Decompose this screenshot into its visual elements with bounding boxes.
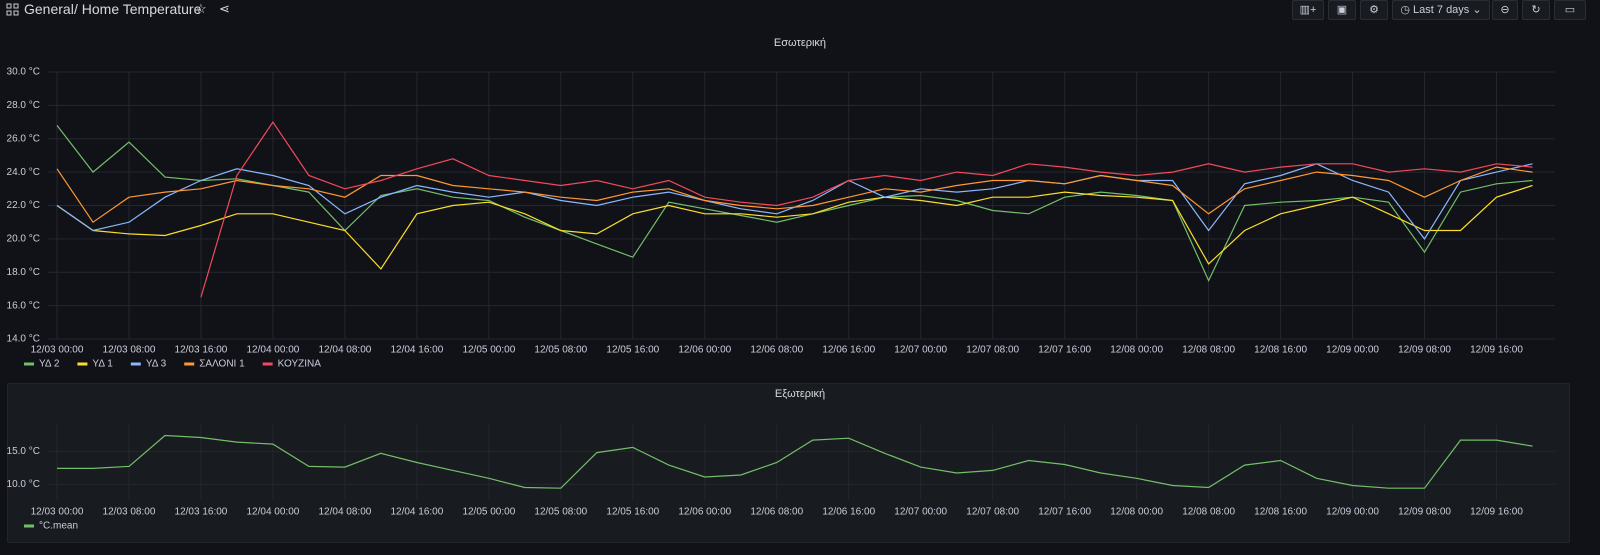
panel-title: Εξωτερική: [775, 388, 825, 400]
y-tick-label: 14.0 °C: [7, 334, 40, 345]
series-line: [56, 184, 1533, 270]
add-panel[interactable]: ▥+: [1292, 0, 1324, 20]
folder-link[interactable]: General: [24, 1, 74, 17]
y-tick-label: 16.0 °C: [7, 300, 40, 311]
y-tick-label: 24.0 °C: [7, 167, 40, 178]
x-tick-label: 12/04 00:00: [247, 345, 300, 356]
x-tick-label: 12/03 08:00: [103, 345, 156, 356]
x-tick-label: 12/08 00:00: [1110, 507, 1163, 518]
y-tick-label: 30.0 °C: [7, 67, 40, 78]
y-tick-label: 10.0 °C: [7, 479, 40, 490]
x-tick-label: 12/06 08:00: [750, 345, 803, 356]
x-tick-label: 12/07 16:00: [1038, 507, 1091, 518]
x-tick-label: 12/06 16:00: [822, 507, 875, 518]
time-picker[interactable]: ◷ Last 7 days ⌄: [1392, 0, 1490, 20]
x-tick-label: 12/06 00:00: [678, 507, 731, 518]
x-tick-label: 12/05 08:00: [534, 507, 587, 518]
legend-label: ΥΔ 2: [39, 359, 60, 370]
x-tick-label: 12/08 08:00: [1182, 507, 1235, 518]
x-tick-label: 12/09 08:00: [1398, 345, 1451, 356]
series-line: [56, 166, 1533, 224]
panel-title: Εσωτερική: [774, 37, 826, 49]
y-tick-label: 26.0 °C: [7, 133, 40, 144]
x-tick-label: 12/06 00:00: [678, 345, 731, 356]
legend-label: ΥΔ 1: [92, 359, 113, 370]
dashboard-title: / Home Temperature: [74, 1, 202, 17]
legend-label: ΥΔ 3: [146, 359, 167, 370]
grid-icon: [6, 3, 19, 16]
x-tick-label: 12/03 00:00: [31, 345, 84, 356]
legend-label: °C.mean: [39, 521, 78, 532]
series-line: [56, 125, 1533, 283]
x-tick-label: 12/08 00:00: [1110, 345, 1163, 356]
x-tick-label: 12/05 08:00: [534, 345, 587, 356]
x-tick-label: 12/05 16:00: [606, 507, 659, 518]
y-tick-label: 20.0 °C: [7, 234, 40, 245]
series-line: [57, 434, 1533, 489]
x-tick-label: 12/07 16:00: [1038, 345, 1091, 356]
x-tick-label: 12/04 08:00: [318, 507, 371, 518]
x-tick-label: 12/05 16:00: [606, 345, 659, 356]
settings[interactable]: ⚙: [1360, 0, 1388, 20]
panel: [7, 383, 1570, 543]
x-tick-label: 12/09 16:00: [1470, 507, 1523, 518]
x-tick-label: 12/08 16:00: [1254, 507, 1307, 518]
toolbar: General / Home Temperature ☆ ⋖ ▥+ ▣ ⚙ ◷ …: [0, 0, 1600, 20]
x-tick-label: 12/03 16:00: [175, 507, 228, 518]
x-tick-label: 12/05 00:00: [462, 345, 515, 356]
star-icon[interactable]: ☆: [195, 1, 207, 16]
x-tick-label: 12/09 16:00: [1470, 345, 1523, 356]
y-tick-label: 15.0 °C: [7, 446, 40, 457]
x-tick-label: 12/06 08:00: [750, 507, 803, 518]
x-tick-label: 12/07 00:00: [894, 507, 947, 518]
x-tick-label: 12/04 00:00: [247, 507, 300, 518]
x-tick-label: 12/09 08:00: [1398, 507, 1451, 518]
x-tick-label: 12/08 08:00: [1182, 345, 1235, 356]
refresh[interactable]: ↻: [1522, 0, 1550, 20]
y-tick-label: 28.0 °C: [7, 100, 40, 111]
zoom-out[interactable]: ⊖: [1492, 0, 1518, 20]
save[interactable]: ▣: [1328, 0, 1356, 20]
x-tick-label: 12/08 16:00: [1254, 345, 1307, 356]
view-mode[interactable]: ▭: [1554, 0, 1586, 20]
series-line: [200, 121, 1533, 298]
time-range: Last 7 days: [1413, 4, 1470, 16]
x-tick-label: 12/09 00:00: [1326, 507, 1379, 518]
x-tick-label: 12/05 00:00: [462, 507, 515, 518]
x-tick-label: 12/03 08:00: [103, 507, 156, 518]
x-tick-label: 12/04 08:00: [318, 345, 371, 356]
x-tick-label: 12/03 00:00: [31, 507, 84, 518]
x-tick-label: 12/04 16:00: [390, 507, 443, 518]
x-tick-label: 12/07 08:00: [966, 507, 1019, 518]
y-tick-label: 18.0 °C: [7, 267, 40, 278]
x-tick-label: 12/07 00:00: [894, 345, 947, 356]
legend-label: ΣΑΛΟΝΙ 1: [199, 359, 245, 370]
legend-label: ΚΟΥΖΙΝΑ: [278, 359, 322, 370]
x-tick-label: 12/03 16:00: [175, 345, 228, 356]
share-icon[interactable]: ⋖: [219, 1, 230, 16]
y-tick-label: 22.0 °C: [7, 200, 40, 211]
x-tick-label: 12/04 16:00: [390, 345, 443, 356]
x-tick-label: 12/09 00:00: [1326, 345, 1379, 356]
x-tick-label: 12/06 16:00: [822, 345, 875, 356]
x-tick-label: 12/07 08:00: [966, 345, 1019, 356]
